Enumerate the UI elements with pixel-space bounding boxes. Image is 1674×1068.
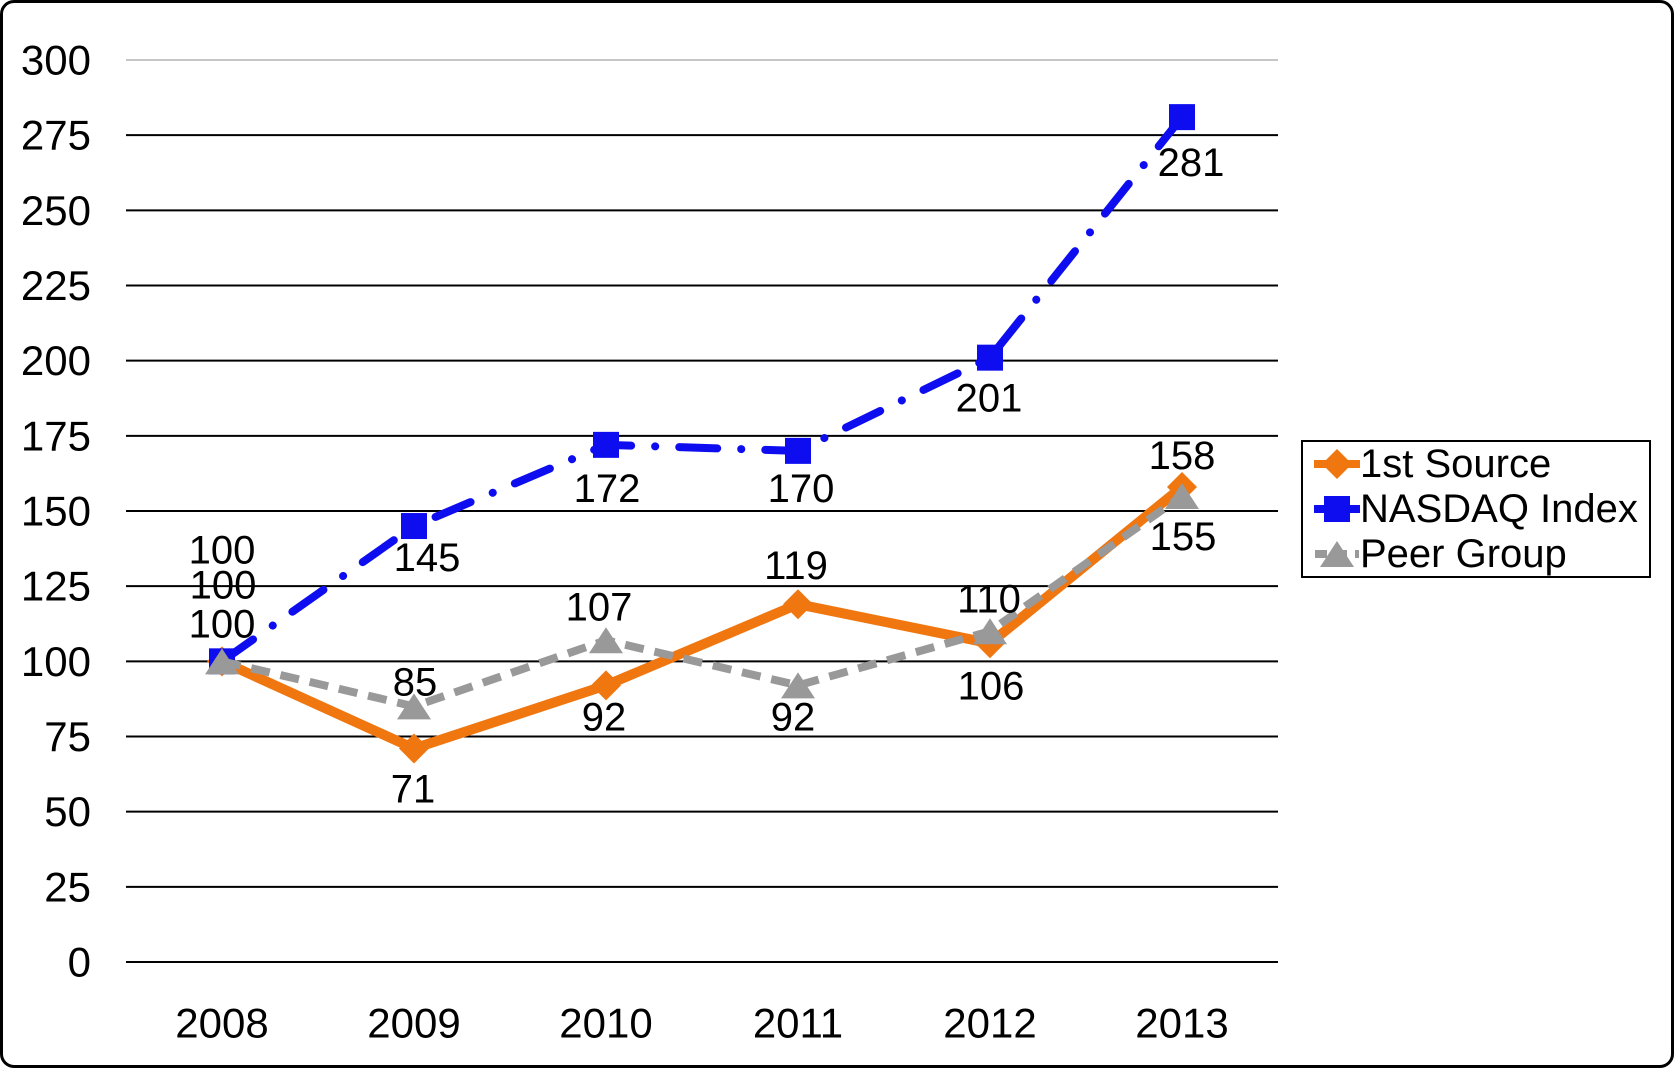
data-label-nasdaq-index-2011: 170 (768, 467, 835, 511)
marker-1st-source-2011 (783, 589, 813, 620)
data-label-peer-group-2011: 92 (771, 695, 816, 739)
legend-item-peer-group: Peer Group (1314, 531, 1649, 576)
data-label-nasdaq-index-2013: 281 (1158, 141, 1225, 185)
performance-line-chart: 0 25 50 75 100 125 150 175 200 225 250 275 300 2008 20… (21, 37, 1278, 1047)
marker-nasdaq-index-2013 (1169, 104, 1195, 131)
y-axis-tick-150: 150 (21, 488, 91, 535)
data-label-1st-source-2009: 71 (391, 768, 436, 812)
plot-area: 0 25 50 75 100 125 150 175 200 225 250 275 300 2008 20… (3, 3, 1671, 1065)
x-axis-tick-2013: 2013 (1135, 1000, 1228, 1047)
legend-marker-square (1324, 496, 1350, 522)
data-label-1st-source-2013: 158 (1149, 434, 1216, 478)
legend-item-1st-source: 1st Source (1314, 442, 1649, 487)
y-axis-tick-250: 250 (21, 187, 91, 234)
legend-label: NASDAQ Index (1360, 487, 1638, 531)
marker-peer-group-2011 (781, 672, 815, 699)
data-label-peer-group-2013: 155 (1150, 515, 1217, 559)
data-label-1st-source-2012: 106 (958, 664, 1025, 708)
legend-label: Peer Group (1360, 531, 1567, 576)
legend-item-nasdaq-index: NASDAQ Index (1314, 487, 1649, 532)
marker-1st-source-2010 (591, 670, 621, 701)
series-1st-source: 100 71 92 119 106 158 (189, 434, 1216, 812)
y-axis-tick-125: 125 (21, 563, 91, 610)
marker-peer-group-2013 (1165, 482, 1199, 509)
x-axis-tick-2008: 2008 (175, 1000, 268, 1047)
data-label-peer-group-2008: 100 (190, 563, 257, 607)
data-label-1st-source-2010: 92 (582, 695, 627, 739)
marker-peer-group-2012 (973, 618, 1007, 645)
legend: 1st Source NASDAQ Index Peer Group (1301, 440, 1651, 578)
data-label-nasdaq-index-2009: 145 (394, 536, 461, 580)
data-label-peer-group-2009: 85 (393, 660, 438, 704)
x-axis-tick-2009: 2009 (367, 1000, 460, 1047)
legend-glyph-triangle-icon (1315, 540, 1359, 567)
data-label-nasdaq-index-2010: 172 (574, 467, 641, 511)
marker-peer-group-2010 (589, 627, 623, 654)
y-axis-tick-200: 200 (21, 337, 91, 384)
y-axis-tick-50: 50 (44, 788, 91, 835)
data-label-nasdaq-index-2012: 201 (956, 377, 1023, 421)
y-axis-tick-300: 300 (21, 37, 91, 84)
y-axis-tick-175: 175 (21, 412, 91, 459)
marker-nasdaq-index-2009 (401, 513, 427, 540)
y-axis-tick-100: 100 (21, 638, 91, 685)
marker-nasdaq-index-2010 (593, 431, 619, 458)
x-axis-tick-2011: 2011 (753, 1000, 843, 1047)
x-axis-tick-2012: 2012 (943, 1000, 1036, 1047)
x-axis-tick-2010: 2010 (559, 1000, 652, 1047)
series-nasdaq-index: 100 145 172 170 201 281 (189, 104, 1225, 675)
series-line-1st-source (217, 481, 1187, 754)
legend-marker-triangle (1320, 540, 1354, 567)
marker-nasdaq-index-2011 (785, 437, 811, 464)
data-label-peer-group-2012: 110 (957, 577, 1021, 621)
data-label-1st-source-2011: 119 (764, 544, 828, 588)
y-axis-tick-75: 75 (44, 713, 91, 760)
legend-marker-diamond (1322, 449, 1352, 480)
marker-nasdaq-index-2012 (977, 344, 1003, 371)
y-axis-tick-0: 0 (68, 939, 91, 986)
series-line-nasdaq-index (218, 113, 1186, 666)
data-label-peer-group-2010: 107 (566, 585, 633, 629)
y-axis-tick-25: 25 (44, 863, 91, 910)
marker-1st-source-2009 (399, 733, 429, 764)
y-axis-tick-275: 275 (21, 112, 91, 159)
legend-glyph-diamond-icon (1314, 449, 1360, 480)
legend-glyph-square-icon (1314, 496, 1360, 522)
legend-label: 1st Source (1360, 442, 1552, 487)
marker-peer-group-2009 (397, 693, 431, 720)
series-peer-group: 100 85 107 92 110 155 (190, 482, 1217, 739)
y-axis-tick-225: 225 (21, 262, 91, 309)
series-line-peer-group (221, 492, 1185, 711)
data-label-1st-source-2008: 100 (189, 602, 256, 646)
marker-peer-group-2008 (205, 648, 239, 675)
data-label-nasdaq-index-2008: 100 (189, 528, 256, 572)
